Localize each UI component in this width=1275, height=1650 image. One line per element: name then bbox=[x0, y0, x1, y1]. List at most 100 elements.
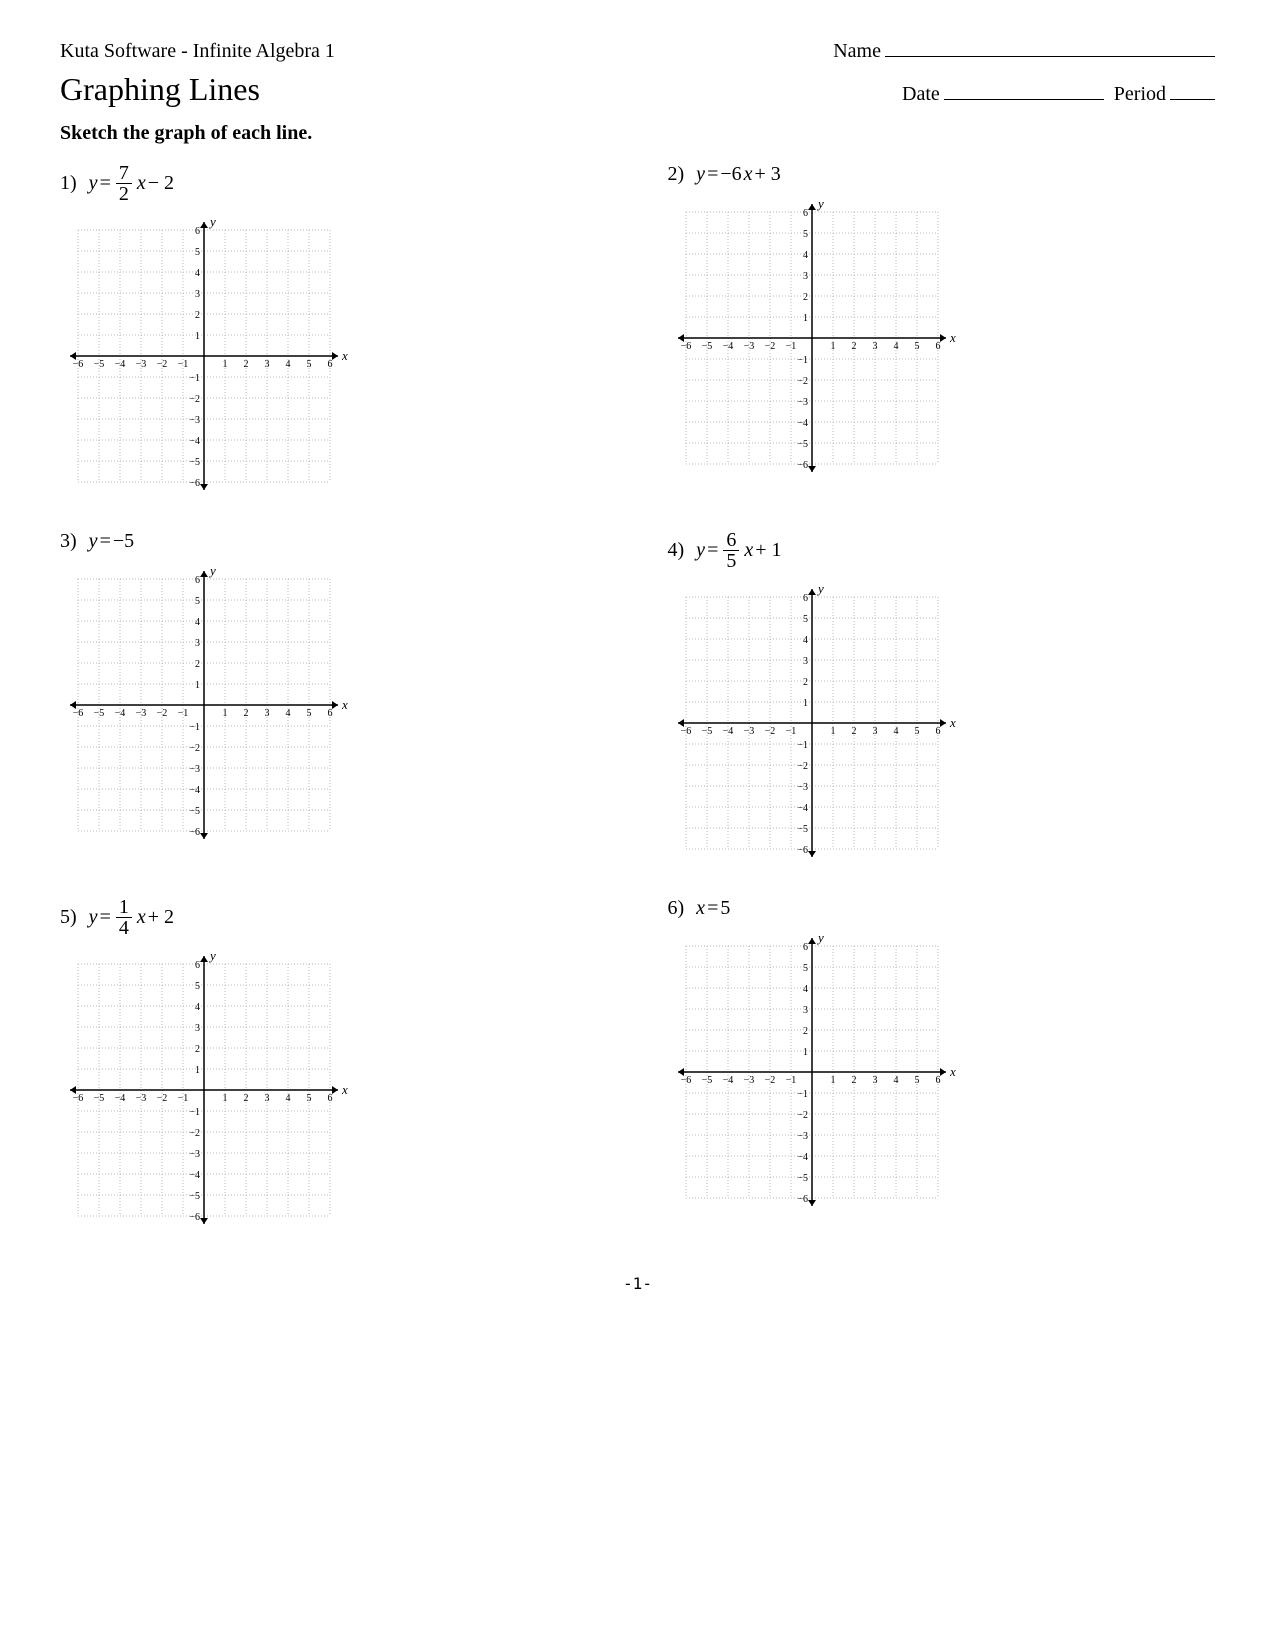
svg-text:5: 5 bbox=[803, 614, 808, 625]
svg-text:3: 3 bbox=[872, 726, 877, 737]
eq-lhs: y bbox=[696, 539, 705, 562]
problem-number: 1) bbox=[60, 172, 77, 195]
svg-text:2: 2 bbox=[195, 659, 200, 670]
svg-text:−5: −5 bbox=[94, 708, 105, 719]
eq-sign: = bbox=[100, 172, 111, 195]
svg-text:4: 4 bbox=[893, 726, 898, 737]
svg-text:−1: −1 bbox=[178, 708, 189, 719]
problem-number: 4) bbox=[668, 539, 685, 562]
source-text: Kuta Software - Infinite Algebra 1 bbox=[60, 40, 335, 63]
svg-text:4: 4 bbox=[803, 250, 808, 261]
svg-text:2: 2 bbox=[803, 292, 808, 303]
svg-text:−5: −5 bbox=[797, 1173, 808, 1184]
svg-text:6: 6 bbox=[328, 708, 333, 719]
svg-text:5: 5 bbox=[914, 1075, 919, 1086]
svg-text:1: 1 bbox=[830, 726, 835, 737]
svg-text:−5: −5 bbox=[94, 1093, 105, 1104]
svg-text:−4: −4 bbox=[115, 1093, 126, 1104]
equation: 2)y = −6x + 3 bbox=[668, 163, 1216, 186]
date-period-field: Date Period bbox=[902, 83, 1215, 106]
svg-text:3: 3 bbox=[265, 708, 270, 719]
svg-text:3: 3 bbox=[195, 638, 200, 649]
eq-tail: + 1 bbox=[755, 539, 781, 562]
eq-fraction: 65 bbox=[723, 530, 739, 571]
svg-text:6: 6 bbox=[803, 593, 808, 604]
svg-text:−1: −1 bbox=[178, 1093, 189, 1104]
svg-text:−4: −4 bbox=[189, 436, 200, 447]
svg-text:5: 5 bbox=[914, 341, 919, 352]
eq-lhs: x bbox=[696, 897, 705, 920]
svg-text:−3: −3 bbox=[189, 764, 200, 775]
svg-text:−5: −5 bbox=[701, 726, 712, 737]
svg-text:4: 4 bbox=[195, 617, 200, 628]
svg-text:2: 2 bbox=[851, 726, 856, 737]
problem-number: 2) bbox=[668, 163, 685, 186]
coordinate-grid: −6−6−5−5−4−4−3−3−2−2−1−1112233445566xy bbox=[60, 212, 608, 500]
svg-text:4: 4 bbox=[893, 1075, 898, 1086]
problem-number: 3) bbox=[60, 530, 77, 553]
name-blank-line[interactable] bbox=[885, 56, 1215, 57]
svg-text:−1: −1 bbox=[785, 726, 796, 737]
svg-text:3: 3 bbox=[872, 341, 877, 352]
equation: 4)y = 65x + 1 bbox=[668, 530, 1216, 571]
svg-text:−4: −4 bbox=[722, 341, 733, 352]
svg-text:1: 1 bbox=[223, 1093, 228, 1104]
eq-tail: − 2 bbox=[148, 172, 174, 195]
page-number: -1- bbox=[60, 1274, 1215, 1293]
problem-1: 1)y = 72x − 2−6−6−5−5−4−4−3−3−2−2−1−1112… bbox=[60, 163, 608, 500]
problem-6: 6)x = 5−6−6−5−5−4−4−3−3−2−2−1−1112233445… bbox=[668, 897, 1216, 1234]
svg-text:−2: −2 bbox=[764, 726, 775, 737]
svg-text:1: 1 bbox=[830, 1075, 835, 1086]
eq-var: x bbox=[137, 172, 146, 195]
svg-text:2: 2 bbox=[195, 1044, 200, 1055]
eq-coef: −6 bbox=[720, 163, 741, 186]
coordinate-grid: −6−6−5−5−4−4−3−3−2−2−1−1112233445566xy bbox=[668, 579, 1216, 867]
coordinate-grid: −6−6−5−5−4−4−3−3−2−2−1−1112233445566xy bbox=[668, 194, 1216, 482]
eq-var: x bbox=[744, 539, 753, 562]
eq-var: x bbox=[137, 906, 146, 929]
eq-var: x bbox=[744, 163, 753, 186]
problems-grid: 1)y = 72x − 2−6−6−5−5−4−4−3−3−2−2−1−1112… bbox=[60, 163, 1215, 1234]
svg-text:−4: −4 bbox=[797, 1152, 808, 1163]
problem-number: 6) bbox=[668, 897, 685, 920]
svg-text:2: 2 bbox=[244, 708, 249, 719]
svg-text:−4: −4 bbox=[722, 726, 733, 737]
problem-3: 3)y = −5−6−6−5−5−4−4−3−3−2−2−1−111223344… bbox=[60, 530, 608, 867]
svg-text:3: 3 bbox=[265, 359, 270, 370]
svg-text:4: 4 bbox=[195, 1002, 200, 1013]
eq-lhs: y bbox=[696, 163, 705, 186]
eq-coef: 5 bbox=[720, 897, 730, 920]
instructions: Sketch the graph of each line. bbox=[60, 122, 1215, 145]
svg-text:y: y bbox=[208, 563, 216, 578]
svg-text:−6: −6 bbox=[189, 1212, 200, 1223]
coordinate-grid: −6−6−5−5−4−4−3−3−2−2−1−1112233445566xy bbox=[60, 561, 608, 849]
svg-text:−5: −5 bbox=[797, 439, 808, 450]
svg-text:4: 4 bbox=[286, 708, 291, 719]
svg-text:2: 2 bbox=[851, 1075, 856, 1086]
eq-lhs: y bbox=[89, 906, 98, 929]
period-blank-line[interactable] bbox=[1170, 99, 1215, 100]
eq-tail: + 2 bbox=[148, 906, 174, 929]
date-blank-line[interactable] bbox=[944, 99, 1104, 100]
svg-text:1: 1 bbox=[803, 698, 808, 709]
name-label: Name bbox=[833, 40, 881, 63]
eq-sign: = bbox=[707, 897, 718, 920]
svg-text:−5: −5 bbox=[94, 359, 105, 370]
equation: 1)y = 72x − 2 bbox=[60, 163, 608, 204]
svg-text:1: 1 bbox=[830, 341, 835, 352]
svg-text:6: 6 bbox=[328, 359, 333, 370]
svg-text:2: 2 bbox=[244, 359, 249, 370]
header-row: Kuta Software - Infinite Algebra 1 Name bbox=[60, 40, 1215, 63]
eq-fraction: 72 bbox=[116, 163, 132, 204]
svg-text:−1: −1 bbox=[189, 1107, 200, 1118]
title-row: Graphing Lines Date Period bbox=[60, 71, 1215, 108]
svg-text:−2: −2 bbox=[157, 708, 168, 719]
svg-text:x: x bbox=[949, 715, 956, 730]
svg-text:−5: −5 bbox=[189, 457, 200, 468]
svg-text:3: 3 bbox=[803, 1005, 808, 1016]
svg-text:−4: −4 bbox=[722, 1075, 733, 1086]
svg-text:3: 3 bbox=[803, 656, 808, 667]
name-field: Name bbox=[833, 40, 1215, 63]
svg-text:−2: −2 bbox=[157, 359, 168, 370]
svg-text:−2: −2 bbox=[764, 341, 775, 352]
